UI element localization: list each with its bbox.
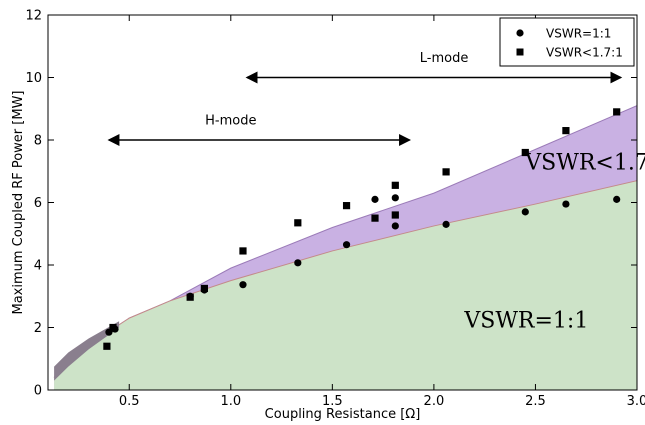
point-square xyxy=(103,342,111,350)
point-circle xyxy=(391,194,399,202)
region-low-band xyxy=(54,321,120,381)
point-square xyxy=(342,202,351,210)
annotation-label: H-mode xyxy=(205,113,256,128)
point-square xyxy=(109,323,117,332)
x-tick-label: 1.0 xyxy=(220,394,241,409)
legend-label: VSWR<1.7:1 xyxy=(546,46,623,60)
legend-entry-square: VSWR<1.7:1 xyxy=(516,46,623,60)
point-square xyxy=(562,127,570,135)
x-tick-label: 3.0 xyxy=(627,394,645,409)
x-tick-label: 1.5 xyxy=(322,394,343,409)
region-label: VSWR=1:1 xyxy=(463,309,588,334)
y-tick-label: 6 xyxy=(34,196,42,211)
x-axis-label: Coupling Resistance [Ω] xyxy=(265,407,421,422)
legend-marker-circle xyxy=(516,29,524,37)
x-tick-label: 0.5 xyxy=(119,394,140,409)
y-tick-label: 4 xyxy=(34,259,42,274)
legend-box xyxy=(499,17,635,67)
region-label: VSWR<1.7 xyxy=(524,151,645,176)
y-tick-label: 8 xyxy=(34,134,42,149)
region-vswr-1-1 xyxy=(54,180,638,390)
legend-marker-square xyxy=(516,48,524,56)
point-square xyxy=(200,284,208,293)
legend: VSWR=1:1 VSWR<1.7:1 xyxy=(499,17,635,67)
point-circle xyxy=(371,195,379,203)
y-tick-label: 10 xyxy=(25,71,42,86)
annotation-label: L-mode xyxy=(420,51,469,66)
point-circle xyxy=(391,222,399,230)
x-tick-label: 2.0 xyxy=(424,394,445,409)
point-square xyxy=(442,168,450,176)
x-tick-label: 2.5 xyxy=(525,394,546,409)
point-square xyxy=(391,181,399,189)
point-circle xyxy=(294,259,302,267)
axis-ticks: 0.5 1.0 1.5 2.0 2.5 3.0 0 2 4 6 8 10 12 xyxy=(25,9,645,410)
point-circle xyxy=(521,208,529,216)
legend-label: VSWR=1:1 xyxy=(546,27,611,41)
y-tick-label: 0 xyxy=(34,384,42,399)
point-square xyxy=(371,214,379,222)
y-axis-label: Maximum Coupled RF Power [MW] xyxy=(11,91,26,315)
point-square xyxy=(239,247,247,255)
point-square xyxy=(521,148,529,157)
point-circle xyxy=(342,241,351,249)
point-circle xyxy=(562,200,570,208)
region-labels: VSWR<1.7 VSWR=1:1 xyxy=(463,151,645,334)
point-square xyxy=(613,108,621,116)
point-circle xyxy=(239,281,247,289)
legend-entry-circle: VSWR=1:1 xyxy=(516,27,611,41)
point-square xyxy=(391,211,399,219)
point-square xyxy=(186,293,194,301)
y-tick-label: 2 xyxy=(34,321,42,336)
data-points xyxy=(103,108,621,350)
point-square xyxy=(294,219,302,227)
point-circle xyxy=(613,195,621,203)
mode-annotations: L-mode H-mode xyxy=(107,51,623,146)
y-tick-label: 12 xyxy=(25,9,42,24)
point-circle xyxy=(442,220,450,228)
